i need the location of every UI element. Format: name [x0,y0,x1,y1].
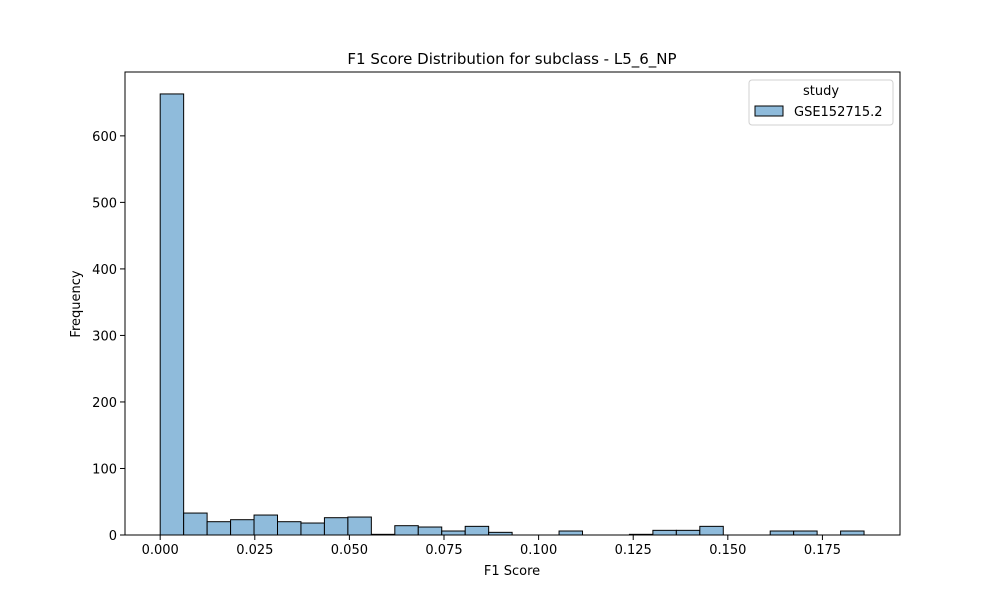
histogram-bar [417,526,443,536]
histogram-bar [699,525,724,536]
histogram-bar [206,521,232,536]
x-tick-label: 0.150 [709,543,746,558]
y-tick-label: 200 [92,396,117,411]
histogram-bar [558,530,584,536]
x-axis-label: F1 Score [484,564,540,579]
histogram-bar [183,512,208,536]
legend-swatch [754,105,784,117]
y-tick-label: 600 [92,130,117,145]
y-tick-label: 300 [92,329,117,344]
chart-title: F1 Score Distribution for subclass - L5_… [347,50,676,69]
bars-layer [159,93,865,536]
y-tick-label: 400 [92,263,117,278]
x-tick-label: 0.050 [331,543,368,558]
x-tick-label: 0.100 [520,543,557,558]
legend-series-label: GSE152715.2 [794,105,883,120]
plot-frame [124,71,901,536]
histogram-bar [652,529,677,536]
histogram-bar [394,525,419,536]
histogram-bar [464,525,490,536]
histogram-bar [769,530,795,536]
legend: study GSE152715.2 [748,79,894,126]
histogram-bar [253,514,278,536]
y-axis-ticks: 0 100 200 300 400 500 600 [92,130,125,544]
x-axis-ticks: 0.000 0.025 0.050 0.075 0.100 0.125 0.150 0.175 [142,535,841,558]
y-tick-label: 100 [92,462,117,477]
x-tick-label: 0.000 [142,543,179,558]
histogram-bar [230,519,255,536]
y-axis-label: Frequency [69,270,84,337]
histogram-bar [300,522,325,536]
histogram-bar [441,530,466,536]
y-tick-label: 500 [92,196,117,211]
histogram-bar [675,529,701,536]
legend-title: study [803,84,839,99]
legend-box [748,79,894,126]
histogram-bar [793,530,818,536]
histogram-bar [277,521,302,536]
histogram-bar [159,93,185,536]
x-tick-label: 0.025 [236,543,273,558]
histogram-bar [840,530,865,536]
histogram-bar [323,517,349,536]
x-tick-label: 0.175 [804,543,841,558]
histogram-bar [347,516,372,536]
y-tick-label: 0 [109,529,117,544]
x-tick-label: 0.125 [615,543,652,558]
x-tick-label: 0.075 [425,543,462,558]
